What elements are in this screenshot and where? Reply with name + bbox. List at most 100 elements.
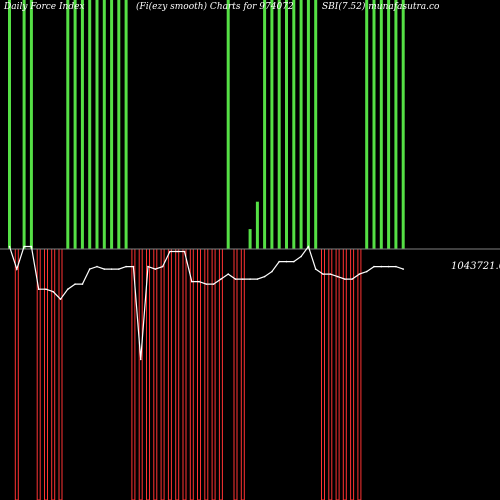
line-point [37,288,40,291]
force-index-bar [379,0,383,249]
line-point [249,278,251,280]
line-point [322,273,324,275]
force-index-bar [394,0,398,249]
force-index-bar [233,248,238,500]
line-point [169,250,171,253]
force-index-bar [66,0,70,249]
line-point [30,245,33,248]
line-point [23,245,25,248]
force-index-bar [270,0,274,249]
line-point [220,278,222,280]
line-point [271,270,273,273]
line-point [198,280,200,283]
force-index-bar [138,248,143,500]
line-point [132,265,135,268]
line-point [307,245,310,248]
line-point [212,283,215,285]
force-index-bar [292,0,296,249]
force-index-bar [80,0,84,249]
line-point [45,288,47,291]
force-index-bar [365,0,369,249]
line-point [227,273,229,275]
force-index-bar [22,0,26,249]
force-index-bar [277,0,281,249]
line-point [380,265,383,268]
force-index-bar [197,248,201,500]
force-index-bar [255,201,259,249]
chart-title-right: SBI(7.52) munafasutra.co [322,2,440,12]
force-index-bar [218,248,223,500]
line-point [8,245,11,248]
smoothed-force-index-line [8,245,404,360]
line-point [118,268,120,270]
force-index-bar [88,0,92,249]
line-point [256,278,259,280]
line-point [242,278,244,280]
force-index-bar [204,248,209,500]
line-point [67,288,69,291]
force-index-bar [314,0,318,249]
force-index-bar [110,0,114,249]
line-point [358,273,361,275]
force-index-bar [328,248,333,500]
chart-title-middle: (Fi(ezy smooth) Charts for 974072 [136,2,294,12]
force-index-bar [372,0,376,249]
line-point [110,268,113,270]
force-index-bar [285,0,288,249]
force-index-bar [401,0,405,249]
line-point [191,280,193,283]
force-index-bar [189,248,194,500]
line-point [293,260,295,263]
force-index-bar [335,248,340,500]
line-point [81,283,84,285]
line-point [88,268,91,270]
line-point [278,260,281,263]
line-point [125,265,127,268]
force-index-bar [226,0,230,249]
last-value-label: 1043721.00 [451,261,500,272]
force-index-bar [44,248,48,500]
line-point [176,250,178,253]
line-point [147,265,149,268]
force-index-bar [73,0,77,249]
force-index-bar [8,0,11,249]
line-point [103,268,106,270]
force-index-bar [240,248,245,500]
line-point [351,278,353,280]
force-index-bar [160,248,165,500]
line-point [336,275,339,278]
line-point [154,268,157,270]
force-index-bar [124,0,128,249]
line-point [387,265,390,268]
force-index-bar [321,248,325,500]
line-point [300,255,302,258]
force-index-bar [342,248,347,500]
force-index-bar [58,248,63,500]
force-index-bar [29,0,33,249]
line-point [402,268,405,270]
line-point [365,270,368,273]
force-index-bar [51,248,56,500]
line-point [285,260,288,263]
force-index-bar [117,0,121,249]
force-index-bar [357,248,362,500]
line-point [395,265,397,268]
line-point [183,250,186,253]
line-point [263,275,266,278]
line-point [329,273,332,275]
line-point [161,265,164,268]
force-index-bar [102,0,106,249]
force-index-bar [14,248,19,500]
line-point [59,298,62,301]
line-point [52,290,54,293]
force-index-bar [182,248,187,500]
line-point [373,265,375,268]
force-index-bar [175,248,180,500]
force-index-bar [263,0,267,249]
force-index-bar [299,0,303,249]
force-index-bar [248,229,252,249]
force-index-bar [95,0,99,249]
line-point [74,283,76,285]
